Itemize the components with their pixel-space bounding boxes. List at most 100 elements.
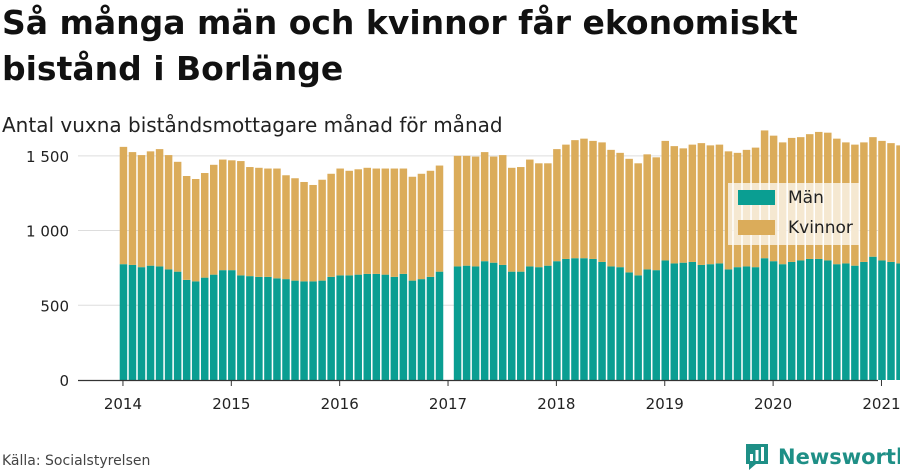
chart-title: Så många män och kvinnor får ekonomiskt … <box>2 3 798 88</box>
bar-man <box>318 280 326 380</box>
bar-man <box>571 258 579 380</box>
bar-kvinnor <box>273 168 281 279</box>
y-tick-label: 1 500 <box>26 148 69 166</box>
axes: 0 500 1 000 1 500 2014 2015 2016 2017 2018 2019 20… <box>26 148 900 413</box>
bar-kvinnor <box>228 160 236 271</box>
bar-man <box>860 261 868 380</box>
bar-man <box>607 266 615 380</box>
bar-kvinnor <box>688 144 697 262</box>
bar-kvinnor <box>878 140 886 261</box>
bar-kvinnor <box>553 149 561 262</box>
bar-kvinnor <box>507 167 516 272</box>
bar-man <box>715 263 724 380</box>
bar-kvinnor <box>489 156 498 263</box>
bar-kvinnor <box>246 167 254 277</box>
bar-man <box>255 276 263 380</box>
bar-man <box>237 275 245 380</box>
bar-kvinnor <box>417 173 426 280</box>
bar-man <box>164 269 173 380</box>
bar-kvinnor <box>354 169 362 275</box>
bar-kvinnor <box>535 163 543 268</box>
bar-man <box>381 274 390 380</box>
bar-man <box>526 266 534 380</box>
bar-man <box>354 274 362 380</box>
bar-man <box>498 264 507 380</box>
bar-kvinnor <box>679 148 688 263</box>
bar-man <box>760 258 769 380</box>
x-tick-label: 2019 <box>646 395 684 413</box>
bar-man <box>128 264 137 380</box>
bar-kvinnor <box>860 142 868 262</box>
bar-man <box>851 265 859 380</box>
bar-man <box>291 280 299 380</box>
bar-kvinnor <box>372 168 381 274</box>
bar-man <box>300 281 308 380</box>
bar-man <box>661 260 669 380</box>
bar-man <box>787 261 796 380</box>
bar-kvinnor <box>255 167 263 277</box>
bar-man <box>137 267 146 380</box>
bar-kvinnor <box>453 155 462 267</box>
bar-man <box>119 264 128 380</box>
bar-kvinnor <box>471 156 480 267</box>
bar-man <box>869 256 877 380</box>
x-tick-label: 2018 <box>537 395 575 413</box>
bar-kvinnor <box>408 176 417 281</box>
bar-kvinnor <box>652 157 660 271</box>
bar-man <box>679 262 688 380</box>
bar-man <box>200 277 209 380</box>
bar-kvinnor <box>480 152 489 262</box>
bar-man <box>489 262 498 380</box>
bar-kvinnor <box>300 181 308 282</box>
bar-man <box>625 272 633 380</box>
bar-kvinnor <box>399 168 408 274</box>
bar-man <box>824 260 832 380</box>
bar-man <box>842 263 850 380</box>
bar-man <box>309 281 317 380</box>
bar-kvinnor <box>219 159 227 271</box>
bar-kvinnor <box>327 173 335 277</box>
legend-label: Kvinnor <box>788 218 853 238</box>
y-tick-label: 500 <box>40 297 69 315</box>
bar-man <box>724 269 733 380</box>
x-tick-label: 2017 <box>429 395 467 413</box>
bar-kvinnor <box>643 154 651 270</box>
bar-man <box>670 263 679 380</box>
brand[interactable]: Newsworthy <box>744 440 900 474</box>
bar-man <box>589 258 597 380</box>
bar-kvinnor <box>191 178 200 282</box>
bar-man <box>282 279 290 380</box>
bar-man <box>507 271 516 380</box>
bar-man <box>697 264 706 380</box>
bar-kvinnor <box>625 158 633 273</box>
bar-kvinnor <box>119 146 128 265</box>
bar-man <box>372 273 381 380</box>
bar-man <box>426 276 435 380</box>
x-tick-label: 2021 <box>862 395 900 413</box>
bar-kvinnor <box>173 161 182 272</box>
bar-kvinnor <box>363 167 372 274</box>
bar-kvinnor <box>200 173 209 278</box>
bar-man <box>878 260 886 380</box>
bar-man <box>706 264 715 380</box>
bar-kvinnor <box>435 165 444 272</box>
bar-kvinnor <box>164 155 173 270</box>
bar-man <box>210 274 218 380</box>
bar-man <box>815 258 823 380</box>
bar-kvinnor <box>896 145 900 264</box>
bar-man <box>155 266 164 380</box>
chart-subtitle: Antal vuxna biståndsmottagare månad för … <box>2 113 503 137</box>
bar-man <box>833 264 841 380</box>
bar-man <box>462 265 471 380</box>
bar-man <box>805 258 814 380</box>
bar-kvinnor <box>562 144 570 259</box>
bar-kvinnor <box>706 145 715 265</box>
bar-man <box>742 266 751 380</box>
source-note: Källa: Socialstyrelsen <box>2 453 151 469</box>
bar-man <box>688 261 697 380</box>
bar-man <box>191 281 200 380</box>
bar-kvinnor <box>381 168 390 275</box>
bar-kvinnor <box>426 170 435 277</box>
bar-kvinnor <box>137 155 146 268</box>
bar-man <box>480 261 489 380</box>
